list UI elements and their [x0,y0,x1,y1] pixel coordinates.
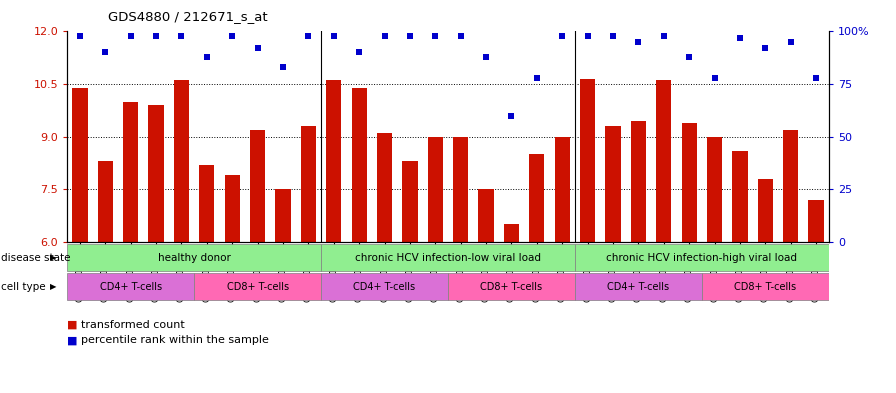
Bar [250,130,265,242]
Text: CD8+ T-cells: CD8+ T-cells [480,282,543,292]
Bar [194,273,321,301]
Point [733,35,747,41]
Bar [174,81,189,242]
Bar [351,88,366,242]
Point [149,33,163,39]
Bar [758,178,773,242]
Bar [453,136,469,242]
Point [504,112,519,119]
Bar [427,136,443,242]
Text: healthy donor: healthy donor [158,253,230,263]
Point [251,45,265,51]
Text: ■: ■ [67,320,82,330]
Text: CD8+ T-cells: CD8+ T-cells [227,282,289,292]
Bar [67,273,194,301]
Point [174,33,189,39]
Point [327,33,341,39]
Point [352,49,366,55]
Point [783,39,798,45]
Point [453,33,468,39]
Text: ■: ■ [67,335,82,345]
Bar [98,161,113,242]
Bar [275,189,290,242]
Bar [707,136,722,242]
Bar [504,224,519,242]
Text: CD4+ T-cells: CD4+ T-cells [353,282,416,292]
Point [99,49,113,55]
Point [403,33,418,39]
Bar [73,88,88,242]
Text: CD8+ T-cells: CD8+ T-cells [734,282,797,292]
Point [301,33,315,39]
Point [478,53,493,60]
Bar [448,273,575,301]
Text: ▶: ▶ [50,253,56,262]
Text: cell type: cell type [1,282,46,292]
Text: GDS4880 / 212671_s_at: GDS4880 / 212671_s_at [108,10,267,23]
Point [758,45,772,51]
Point [708,75,722,81]
Point [530,75,544,81]
Bar [225,175,240,242]
Bar [631,121,646,242]
Point [631,39,645,45]
Bar [321,273,448,301]
Point [581,33,595,39]
Point [556,33,570,39]
Point [809,75,823,81]
Bar [575,273,702,301]
Bar [301,126,316,242]
Point [200,53,214,60]
Bar [702,273,829,301]
Bar [732,151,747,242]
Point [606,33,620,39]
Text: CD4+ T-cells: CD4+ T-cells [607,282,669,292]
Text: disease state: disease state [1,253,71,263]
Bar [555,136,570,242]
Text: transformed count: transformed count [81,320,185,330]
Text: percentile rank within the sample: percentile rank within the sample [81,335,269,345]
Text: chronic HCV infection-high viral load: chronic HCV infection-high viral load [607,253,797,263]
Bar [783,130,798,242]
Bar [682,123,697,242]
Point [428,33,443,39]
Bar [575,244,829,272]
Bar [123,101,138,242]
Point [657,33,671,39]
Bar [808,200,823,242]
Point [73,33,87,39]
Point [276,64,290,70]
Point [377,33,392,39]
Text: CD4+ T-cells: CD4+ T-cells [99,282,162,292]
Bar [67,244,321,272]
Bar [377,133,392,242]
Point [225,33,239,39]
Point [124,33,138,39]
Text: chronic HCV infection-low viral load: chronic HCV infection-low viral load [355,253,541,263]
Bar [580,79,595,242]
Bar [478,189,494,242]
Bar [606,126,621,242]
Point [682,53,696,60]
Bar [199,165,214,242]
Text: ▶: ▶ [50,283,56,291]
Bar [656,81,671,242]
Bar [402,161,418,242]
Bar [326,81,341,242]
Bar [321,244,575,272]
Bar [149,105,164,242]
Bar [530,154,545,242]
